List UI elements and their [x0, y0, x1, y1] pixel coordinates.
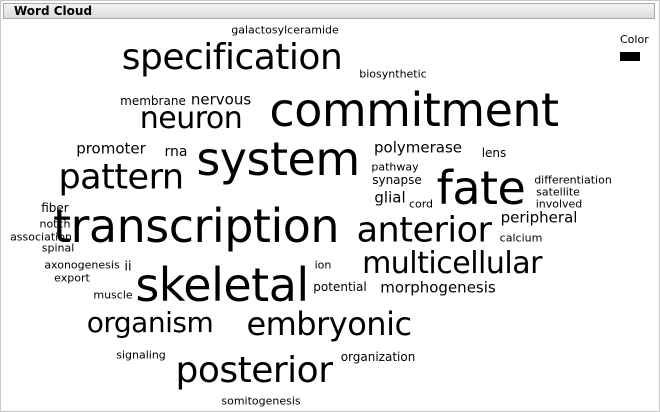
- word-ion[interactable]: ion: [314, 258, 332, 272]
- word-muscle[interactable]: muscle: [93, 288, 133, 302]
- panel-title: Word Cloud: [14, 4, 93, 18]
- word-pattern[interactable]: pattern: [58, 157, 184, 198]
- legend-title: Color: [620, 33, 649, 46]
- word-notch[interactable]: notch: [39, 217, 71, 231]
- word-synapse[interactable]: synapse: [372, 173, 422, 187]
- word-satellite[interactable]: satellite: [536, 185, 580, 199]
- word-glial[interactable]: glial: [374, 188, 406, 207]
- word-lens[interactable]: lens: [481, 146, 507, 160]
- word-involved[interactable]: involved: [535, 197, 583, 211]
- word-differentiation[interactable]: differentiation: [534, 173, 612, 187]
- word-anterior[interactable]: anterior: [356, 210, 492, 251]
- word-neuron[interactable]: neuron: [139, 101, 243, 136]
- word-nervous[interactable]: nervous: [190, 90, 252, 109]
- word-promoter[interactable]: promoter: [76, 139, 146, 158]
- word-export[interactable]: export: [54, 271, 90, 285]
- word-posterior[interactable]: posterior: [175, 350, 333, 391]
- word-organism[interactable]: organism: [86, 306, 214, 339]
- word-spinal[interactable]: spinal: [41, 241, 75, 255]
- word-somitogenesis[interactable]: somitogenesis: [221, 394, 301, 408]
- panel-title-bar[interactable]: Word Cloud: [3, 3, 655, 19]
- word-specification[interactable]: specification: [121, 37, 343, 78]
- word-peripheral[interactable]: peripheral: [500, 208, 578, 227]
- word-system[interactable]: system: [196, 132, 360, 186]
- word-calcium[interactable]: calcium: [499, 231, 543, 245]
- word-organization[interactable]: organization: [340, 350, 416, 364]
- word-axonogenesis[interactable]: axonogenesis: [44, 258, 120, 272]
- word-multicellular[interactable]: multicellular: [362, 246, 542, 281]
- word-galactosylceramide[interactable]: galactosylceramide: [231, 23, 339, 37]
- word-potential[interactable]: potential: [313, 280, 367, 294]
- word-transcription[interactable]: transcription: [52, 199, 340, 253]
- word-fate[interactable]: fate: [436, 161, 526, 215]
- legend-color-swatch[interactable]: [620, 52, 640, 61]
- word-signaling[interactable]: signaling: [116, 348, 166, 362]
- word-biosynthetic[interactable]: biosynthetic: [359, 67, 427, 81]
- word-rna[interactable]: rna: [164, 144, 188, 160]
- word-polymerase[interactable]: polymerase: [374, 138, 462, 157]
- word-fiber[interactable]: fiber: [41, 201, 69, 215]
- word-embryonic[interactable]: embryonic: [246, 305, 412, 343]
- word-morphogenesis[interactable]: morphogenesis: [380, 278, 496, 297]
- word-association[interactable]: association: [10, 230, 72, 244]
- word-membrane[interactable]: membrane: [120, 94, 186, 108]
- word-skeletal[interactable]: skeletal: [135, 258, 309, 312]
- word-commitment[interactable]: commitment: [269, 83, 559, 137]
- word-pathway[interactable]: pathway: [371, 160, 419, 174]
- word-ii[interactable]: ii: [124, 259, 132, 275]
- word-cord[interactable]: cord: [408, 197, 434, 211]
